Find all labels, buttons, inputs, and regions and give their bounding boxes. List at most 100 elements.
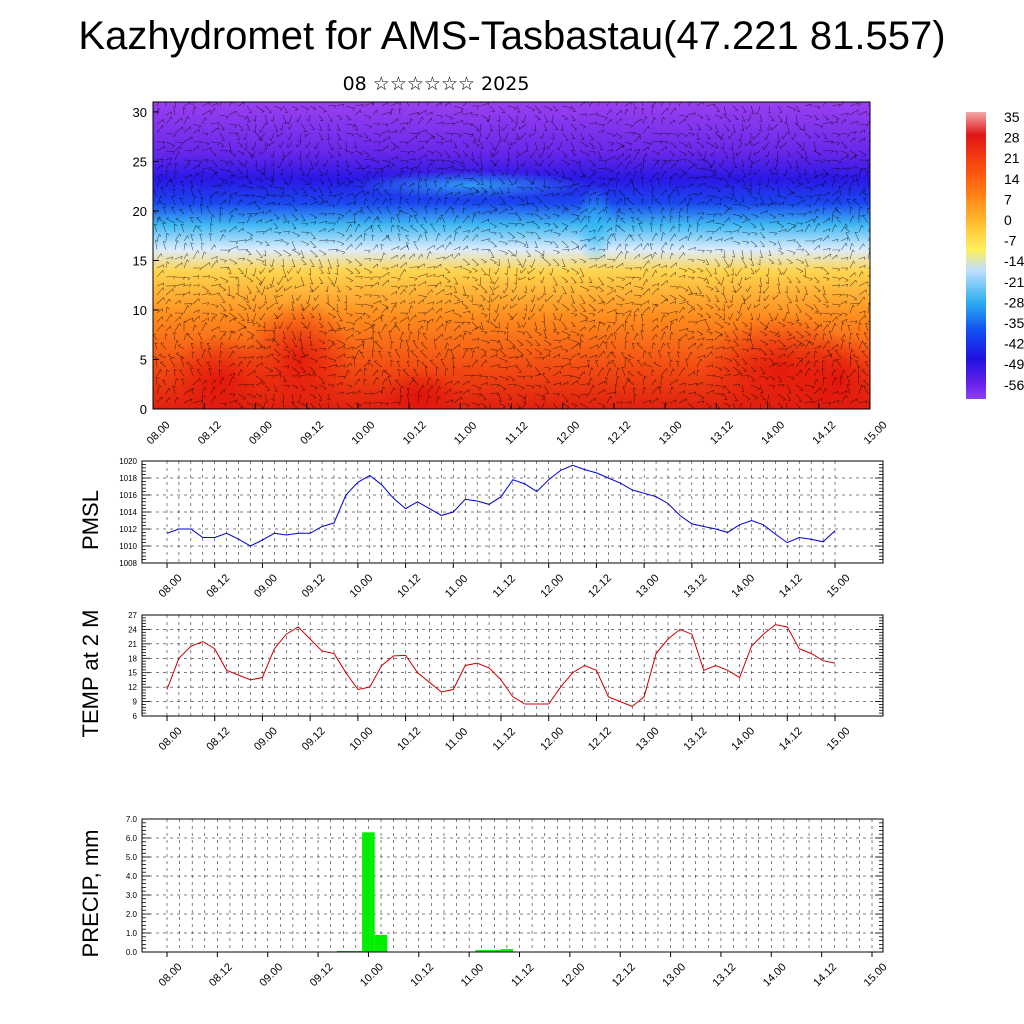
- wind-barb: [786, 343, 796, 350]
- wind-barb-feather: [241, 361, 243, 365]
- wind-barb-feather: [203, 349, 207, 352]
- wind-barb-feather: [302, 307, 304, 311]
- wind-barb: [246, 258, 253, 264]
- wind-barb-feather: [718, 164, 721, 168]
- wind-barb-feather: [654, 251, 657, 255]
- wind-barb-feather: [309, 290, 313, 292]
- wind-barb-feather: [589, 198, 593, 201]
- wind-barb-feather: [251, 298, 255, 302]
- wind-barb-feather: [610, 170, 614, 173]
- wind-barb: [297, 267, 302, 274]
- wind-barb: [486, 132, 491, 140]
- wind-barb-feather: [629, 401, 632, 405]
- wind-barb: [435, 307, 442, 314]
- wind-barb-feather: [445, 196, 449, 200]
- wind-barb: [507, 356, 518, 359]
- wind-barb: [776, 141, 779, 149]
- wind-barb: [155, 240, 158, 251]
- wind-barb: [396, 360, 401, 368]
- wind-barb-feather: [460, 265, 463, 269]
- wind-barb: [462, 168, 471, 171]
- wind-barb: [660, 102, 664, 107]
- wind-barb: [736, 312, 743, 322]
- wind-barb: [426, 135, 434, 143]
- wind-barb-feather: [529, 154, 532, 159]
- wind-barb: [613, 332, 617, 341]
- wind-barb: [512, 312, 518, 319]
- wind-barb-feather: [199, 141, 202, 145]
- wind-barb: [768, 186, 775, 190]
- wind-barb: [561, 337, 570, 341]
- wind-barb-feather: [228, 272, 232, 274]
- wind-barb: [489, 177, 492, 188]
- wind-barb: [376, 207, 383, 215]
- wind-barb: [552, 312, 557, 320]
- wind-barb: [381, 235, 389, 242]
- wind-barb: [588, 122, 597, 125]
- wind-barb-feather: [182, 277, 185, 280]
- wind-barb: [219, 132, 225, 141]
- wind-barb: [696, 141, 705, 148]
- wind-barb-feather: [729, 300, 732, 303]
- wind-barb: [174, 256, 183, 260]
- wind-barb: [390, 316, 396, 323]
- wind-barb-feather: [314, 360, 318, 363]
- wind-barb: [452, 357, 455, 368]
- wind-barb-feather: [404, 269, 406, 273]
- wind-barb: [228, 376, 233, 386]
- wind-barb: [651, 117, 655, 125]
- wind-barb-feather: [534, 164, 538, 166]
- wind-barb-feather: [682, 245, 685, 249]
- wind-barb-feather: [459, 163, 463, 166]
- wind-barb: [753, 132, 761, 140]
- wind-barb: [668, 195, 671, 206]
- wind-barb: [687, 330, 695, 332]
- wind-barb-feather: [657, 159, 660, 163]
- wind-barb: [390, 145, 399, 152]
- wind-barb-feather: [710, 384, 714, 388]
- wind-barb-feather: [695, 321, 698, 325]
- wind-barb: [385, 235, 392, 242]
- wind-barb-feather: [747, 334, 751, 337]
- wind-barb: [705, 276, 710, 284]
- wind-barb: [705, 141, 715, 146]
- wind-barb: [201, 117, 206, 125]
- wind-barb-feather: [708, 406, 712, 408]
- wind-barb: [651, 232, 657, 242]
- wind-barb: [291, 231, 300, 236]
- wind-barb: [390, 118, 398, 125]
- wind-barb: [606, 178, 611, 188]
- wind-barb-feather: [166, 170, 169, 173]
- wind-barb-feather: [650, 223, 654, 225]
- wind-barb-feather: [779, 145, 781, 149]
- wind-barb: [588, 132, 594, 140]
- wind-barb: [426, 111, 433, 116]
- wind-barb: [678, 252, 684, 260]
- wind-barb-feather: [350, 223, 353, 227]
- wind-barb: [705, 219, 715, 224]
- wind-barb-feather: [603, 350, 605, 354]
- wind-barb-feather: [710, 288, 714, 291]
- wind-barb-feather: [742, 302, 746, 305]
- wind-barb-feather: [553, 329, 557, 331]
- wind-barb: [381, 159, 391, 163]
- wind-barb: [462, 389, 470, 395]
- wind-barb-feather: [369, 171, 371, 175]
- wind-barb: [588, 312, 596, 315]
- wind-barb-feather: [391, 340, 394, 344]
- wind-barb: [417, 273, 428, 278]
- wind-barb-feather: [314, 221, 317, 225]
- wind-barb: [390, 290, 397, 296]
- wind-barb-feather: [312, 307, 314, 311]
- wind-barb: [561, 185, 571, 188]
- wind-barb: [480, 114, 490, 121]
- wind-barb: [426, 188, 429, 197]
- wind-barb: [498, 330, 507, 333]
- wind-barb: [450, 349, 455, 359]
- wind-barb: [744, 294, 752, 302]
- wind-barb: [570, 159, 579, 164]
- wind-barb-feather: [808, 351, 811, 355]
- wind-barb: [417, 253, 423, 260]
- wind-barb: [291, 339, 298, 347]
- wind-barb: [471, 123, 479, 130]
